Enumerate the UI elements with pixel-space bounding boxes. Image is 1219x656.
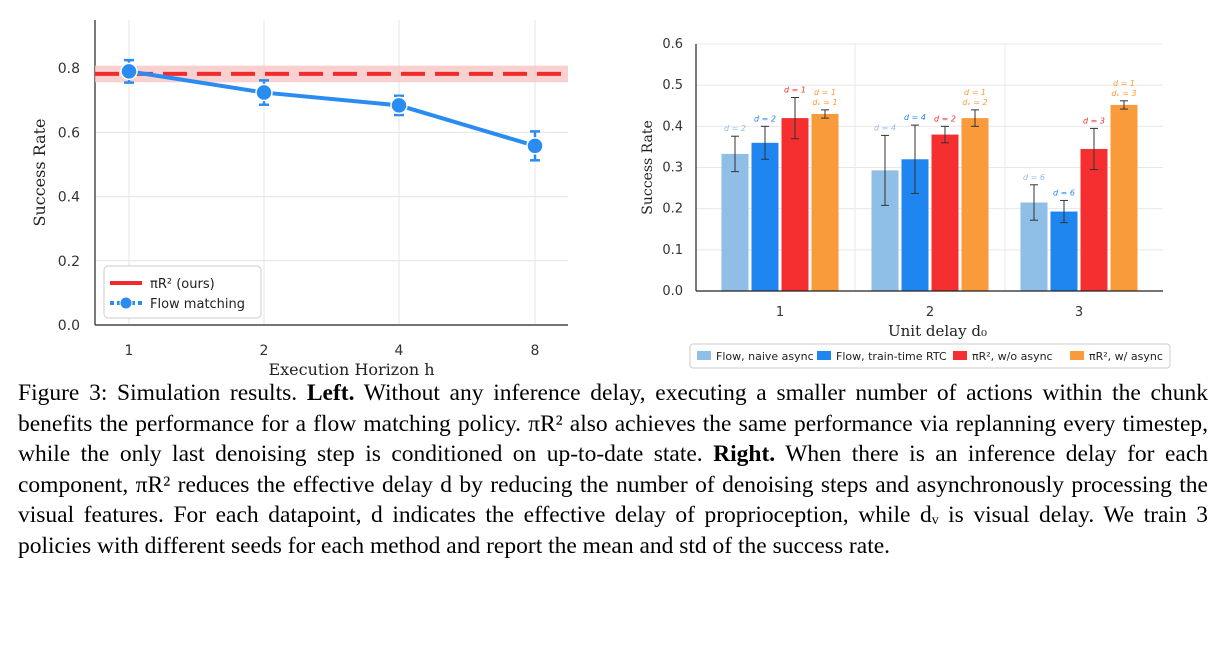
y-axis-title: Success Rate xyxy=(640,120,656,215)
x-axis-title: Execution Horizon h xyxy=(268,360,434,379)
caption-left-head: Left. xyxy=(306,380,355,406)
bar-annotation: d = 2 xyxy=(754,114,776,123)
bar-annotation: d = 4 xyxy=(904,113,926,122)
bar xyxy=(751,142,779,291)
legend-label: Flow, train-time RTC xyxy=(836,350,947,363)
legend-pir2-label: πR² (ours) xyxy=(150,277,215,292)
y-tick-label: 0.1 xyxy=(662,243,683,258)
bar-annotation: dᵥ = 1 xyxy=(812,98,837,107)
legend-label: πR², w/o async xyxy=(972,350,1053,363)
bar xyxy=(721,153,749,291)
bar-annotation: d = 2 xyxy=(724,124,746,133)
y-tick-label: 0.2 xyxy=(662,202,683,217)
y-tick-label: 0.0 xyxy=(662,284,683,299)
x-tick-label: 2 xyxy=(926,305,934,320)
right-bar-chart: 0.0 0.1 0.2 0.3 0.4 0.5 0.6 d = 2 d = 4 d = 6 d = … xyxy=(640,37,1171,369)
caption-right-body: When there is an inference delay for eac… xyxy=(18,441,1208,559)
bar-annotation: d = 3 xyxy=(1083,116,1105,125)
bar-annotation: dᵥ = 3 xyxy=(1111,89,1136,98)
bar-annotation: d = 6 xyxy=(1053,188,1075,197)
bar-annotation: d = 4 xyxy=(874,123,896,132)
legend-swatch xyxy=(1070,351,1084,360)
bar-annotation: dᵥ = 2 xyxy=(962,98,987,107)
x-tick-label: 2 xyxy=(260,343,269,359)
y-tick-label: 0.8 xyxy=(58,61,80,77)
legend-flow-label: Flow matching xyxy=(150,297,245,312)
bar xyxy=(781,118,809,291)
pir2-std-band xyxy=(95,65,568,83)
bar-annotation: d = 1 xyxy=(964,88,986,97)
y-tick-label: 0.4 xyxy=(58,190,80,206)
y-axis-title: Success Rate xyxy=(30,118,49,226)
y-tick-label: 0.6 xyxy=(58,125,80,141)
figure-caption: Figure 3: Simulation results. Left. With… xyxy=(18,378,1208,561)
bar xyxy=(811,113,839,291)
caption-lead: Figure 3: Simulation results. xyxy=(18,380,307,406)
legend-label: πR², w/ async xyxy=(1089,350,1163,363)
legend-swatch xyxy=(817,351,831,360)
y-tick-label: 0.4 xyxy=(662,119,683,134)
bar-annotation: d = 1 xyxy=(784,86,806,95)
legend-box xyxy=(689,343,1171,369)
y-tick-label: 0.2 xyxy=(58,254,80,270)
right-legend: Flow, naive async Flow, train-time RTC πR²… xyxy=(689,343,1171,369)
y-tick-label: 0.0 xyxy=(58,318,80,334)
caption-left-body: Without any inference delay, executing a… xyxy=(18,380,1208,467)
left-line-chart: 0.0 0.2 0.4 0.6 0.8 1 2 4 8 Execution Horizon h Su… xyxy=(30,20,568,379)
bar-annotation: d = 2 xyxy=(934,114,956,123)
legend-swatch xyxy=(953,351,967,360)
bar xyxy=(931,134,959,291)
x-tick-label: 1 xyxy=(776,305,784,320)
flow-matching-point xyxy=(120,62,138,81)
legend-swatch xyxy=(697,351,711,360)
caption-right-head: Right. xyxy=(713,441,776,467)
flow-matching-point xyxy=(255,83,273,102)
y-tick-label: 0.6 xyxy=(662,37,683,52)
bar-annotation: d = 1 xyxy=(1113,79,1135,88)
legend-label: Flow, naive async xyxy=(716,350,814,363)
x-tick-label: 8 xyxy=(531,343,540,359)
flow-matching-line xyxy=(128,69,536,148)
bar-annotation: d = 1 xyxy=(814,88,836,97)
left-legend: πR² (ours) Flow matching xyxy=(103,265,262,319)
y-tick-label: 0.5 xyxy=(662,78,683,93)
y-tick-label: 0.3 xyxy=(662,161,683,176)
bar xyxy=(1110,104,1138,291)
x-tick-label: 3 xyxy=(1075,305,1083,320)
legend-box xyxy=(103,265,262,319)
x-tick-label: 4 xyxy=(395,343,404,359)
bar-annotation: d = 6 xyxy=(1023,173,1045,182)
legend-flow-marker xyxy=(119,296,133,310)
bar xyxy=(1050,211,1078,291)
x-axis-title: Unit delay d₀ xyxy=(888,322,987,340)
bar xyxy=(961,118,989,291)
x-tick-label: 1 xyxy=(125,343,134,359)
flow-matching-point xyxy=(390,96,408,115)
flow-matching-point xyxy=(526,137,544,155)
bar xyxy=(1080,148,1108,291)
